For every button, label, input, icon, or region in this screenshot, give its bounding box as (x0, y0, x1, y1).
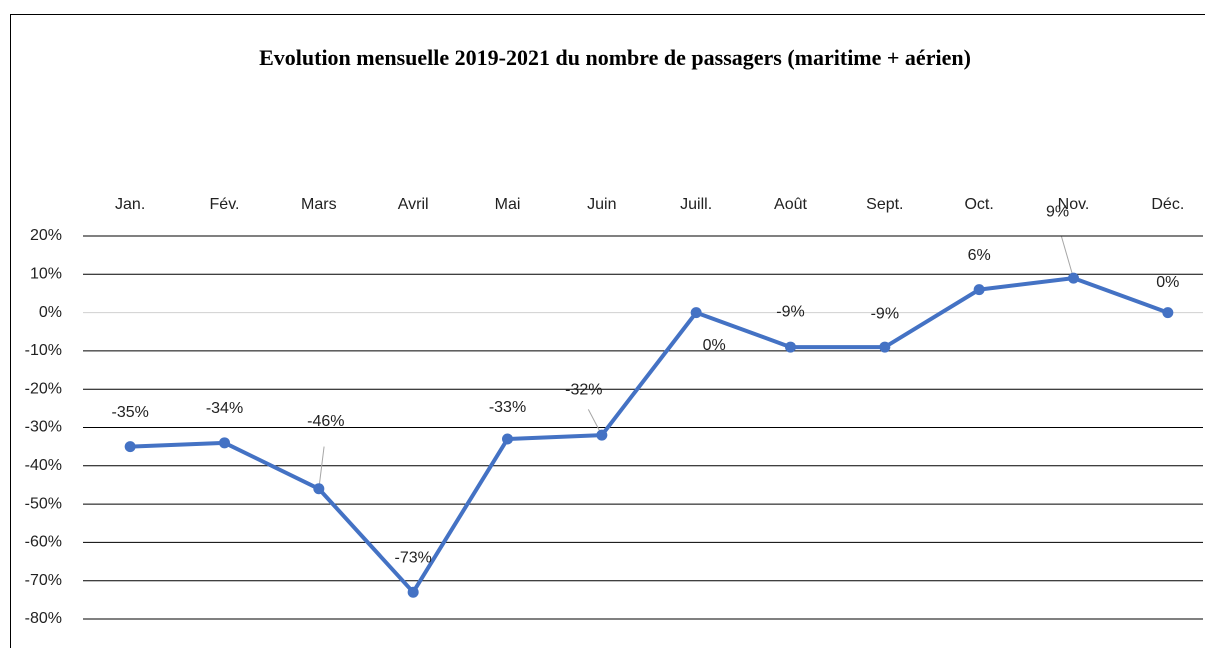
data-label: 9% (1046, 203, 1069, 220)
data-point (1162, 307, 1174, 319)
y-tick-label: -40% (25, 457, 62, 474)
chart-border (10, 14, 1205, 648)
y-tick-label: -10% (25, 342, 62, 359)
x-tick-label: Mai (495, 196, 521, 213)
data-point (219, 437, 230, 449)
x-tick-label: Jan. (115, 196, 145, 213)
y-tick-label: -30% (25, 419, 62, 436)
x-tick-label: Sept. (866, 196, 903, 213)
data-label: -34% (206, 400, 243, 417)
data-label: 0% (1156, 274, 1179, 291)
data-point (502, 433, 513, 445)
data-point (785, 341, 796, 353)
data-point (973, 284, 985, 296)
data-label: -46% (307, 413, 344, 430)
data-point (879, 341, 891, 353)
y-tick-label: -70% (25, 572, 62, 589)
leader-line (1061, 236, 1074, 279)
x-tick-label: Juin (587, 196, 616, 213)
data-line (130, 276, 1169, 595)
chart-title: Evolution mensuelle 2019-2021 du nombre … (259, 45, 971, 70)
data-point (407, 586, 419, 598)
data-label: -9% (871, 305, 899, 322)
x-tick-label: Avril (398, 196, 429, 213)
y-tick-label: 20% (30, 227, 62, 244)
x-tick-label: Nov. (1058, 196, 1090, 213)
data-label: -33% (489, 399, 526, 416)
data-point (690, 307, 702, 319)
x-tick-label: Août (774, 196, 807, 213)
x-tick-label: Oct. (964, 196, 993, 213)
y-tick-label: -50% (25, 495, 62, 512)
x-tick-label: Mars (301, 196, 337, 213)
x-tick-label: Fév. (210, 196, 240, 213)
data-label: -35% (111, 404, 148, 421)
data-point (1068, 272, 1079, 284)
y-tick-label: -80% (25, 610, 62, 627)
data-label: -9% (776, 303, 804, 320)
y-tick-label: 10% (30, 266, 62, 283)
data-label: 6% (968, 247, 991, 264)
leader-line (318, 446, 325, 489)
y-tick-label: -60% (25, 534, 62, 551)
x-tick-label: Juill. (680, 196, 712, 213)
data-point (596, 429, 608, 441)
data-point (313, 483, 325, 495)
data-point (124, 441, 136, 453)
data-label: 0% (703, 337, 726, 354)
y-tick-label: -20% (25, 380, 62, 397)
data-label: -32% (565, 381, 602, 398)
data-label: -73% (394, 549, 431, 566)
y-tick-label: 0% (39, 304, 62, 321)
x-tick-label: Déc. (1151, 196, 1184, 213)
